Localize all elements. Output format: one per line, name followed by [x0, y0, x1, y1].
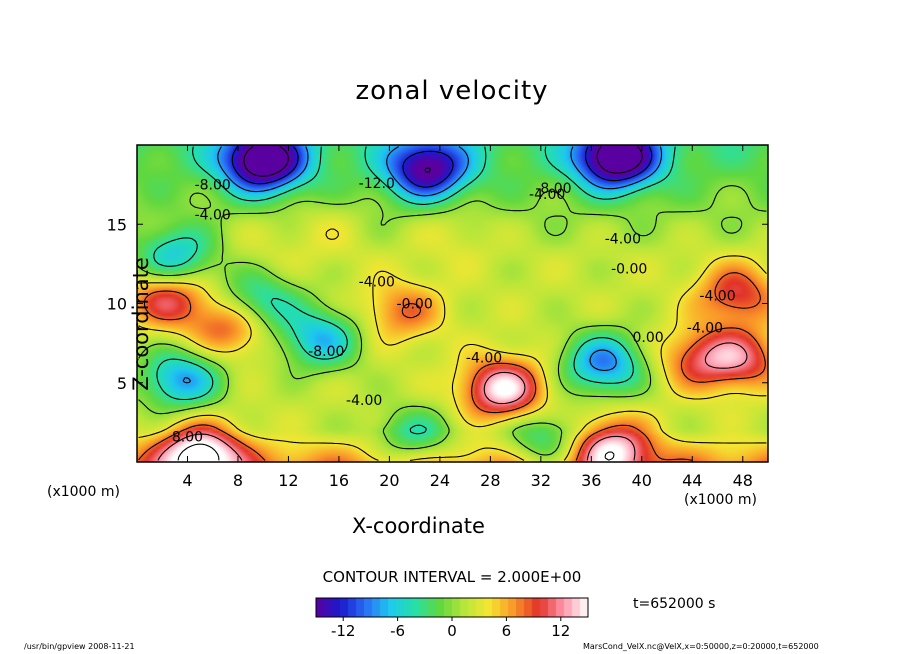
x-axis: 4 8 12 16 20 24 28 32 36 40 44 48 — [182, 145, 753, 490]
y-tick-label: 15 — [107, 215, 127, 234]
contour-label: -4.00 — [605, 232, 641, 248]
contour-level — [138, 228, 767, 461]
x-tick-label: 12 — [278, 471, 298, 490]
contour-label: -0.00 — [397, 297, 433, 313]
x-tick-label: 24 — [430, 471, 450, 490]
footer-right: MarsCond_VelX.nc@VelX,x=0:50000,z=0:2000… — [583, 642, 819, 651]
time-label: t=652000 s — [633, 596, 716, 612]
contour-label: -0.00 — [611, 262, 647, 278]
contour-label: -4.00 — [466, 350, 502, 366]
y-axis-label: Z-coordinate — [128, 257, 153, 391]
contour-lines — [138, 146, 767, 461]
colorbar-tick-label: 0 — [447, 622, 457, 640]
x-tick-label: 20 — [379, 471, 399, 490]
contour-level — [138, 272, 766, 461]
contour-label: -4.00 — [529, 187, 565, 203]
x-unit-label-right: (x1000 m) — [684, 492, 757, 508]
colorbar-tick-label: -12 — [331, 622, 356, 640]
contour-label: -4.00 — [359, 274, 395, 290]
colorbar-tick-label: -6 — [390, 622, 405, 640]
contour-label: -4.00 — [699, 289, 735, 305]
contour-label: -4.00 — [687, 320, 723, 336]
x-tick-label: 48 — [733, 471, 753, 490]
contour-level — [157, 342, 748, 461]
contour-label: -4.00 — [195, 208, 231, 224]
x-tick-label: 28 — [480, 471, 500, 490]
x-tick-label: 44 — [682, 471, 702, 490]
colorbar-ticks: -12 -6 0 6 12 — [331, 617, 570, 640]
contour-label: -12.0 — [359, 176, 395, 192]
contour-level — [138, 185, 767, 456]
contour-level — [177, 443, 615, 461]
x-tick-label: 16 — [329, 471, 349, 490]
contour-label: -8.00 — [308, 344, 344, 360]
contour-label: -4.00 — [346, 393, 382, 409]
x-tick-label: 4 — [182, 471, 192, 490]
x-tick-label: 40 — [632, 471, 652, 490]
chart-title: zonal velocity — [355, 76, 549, 106]
contour-interval-label: CONTOUR INTERVAL = 2.000E+00 — [322, 568, 582, 586]
colorbar — [316, 598, 588, 617]
x-unit-label-left: (x1000 m) — [47, 484, 120, 500]
contour-level — [231, 146, 653, 188]
x-tick-label: 36 — [581, 471, 601, 490]
x-tick-label: 32 — [531, 471, 551, 490]
footer-left: /usr/bin/gpview 2008-11-21 — [24, 642, 135, 651]
contour-label: -8.00 — [535, 181, 571, 197]
contour-level — [153, 146, 676, 435]
x-axis-label: X-coordinate — [352, 514, 485, 538]
colorbar-tick-label: 6 — [502, 622, 512, 640]
contour-label: -8.00 — [195, 178, 231, 194]
contour-label: 8.00 — [172, 430, 203, 446]
contour-level — [182, 146, 663, 384]
contour-label: 0.00 — [633, 330, 664, 346]
y-tick-label: 10 — [107, 295, 127, 314]
x-tick-label: 8 — [233, 471, 243, 490]
colorbar-tick-label: 12 — [551, 622, 570, 640]
contour-labels: -8.00-4.00-12.0 -8.00-4.00-4.00-4.00-0.00… — [172, 176, 736, 446]
y-tick-label: 5 — [117, 374, 127, 393]
y-axis: 5 10 15 — [107, 215, 768, 393]
heatmap-field — [137, 145, 768, 462]
contour-level — [243, 146, 643, 177]
